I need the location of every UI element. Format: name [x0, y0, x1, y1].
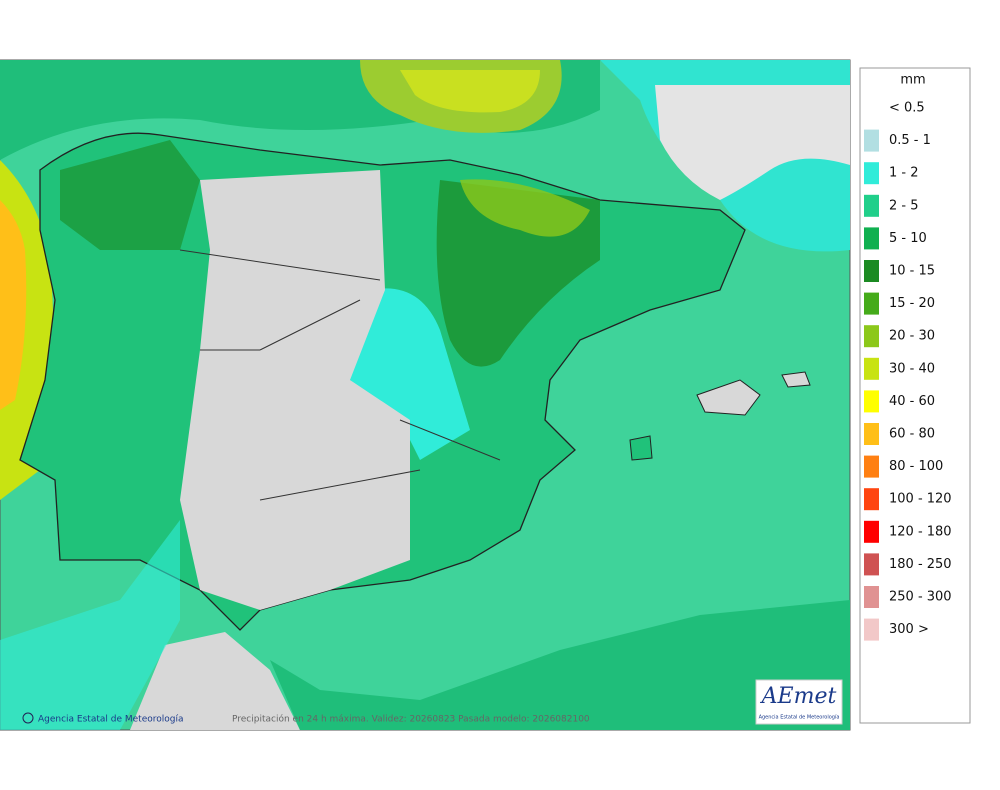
- legend-label: 2 - 5: [889, 198, 919, 213]
- legend-label: 10 - 15: [889, 264, 935, 279]
- legend-label: 1 - 2: [889, 166, 919, 181]
- legend-swatch: [864, 390, 879, 413]
- legend-label: 100 - 120: [889, 492, 952, 507]
- precip-africa: [270, 600, 850, 730]
- legend-swatch: [864, 586, 879, 608]
- legend-label: 20 - 30: [889, 329, 935, 344]
- legend-swatch: [864, 129, 879, 152]
- legend-swatch: [864, 520, 879, 543]
- legend-label: 15 - 20: [889, 296, 935, 311]
- borders: [179, 249, 501, 501]
- dry-interior: [180, 170, 410, 610]
- legend-swatch: [864, 194, 879, 217]
- precip-pyrenees: [460, 179, 590, 237]
- legend-title: mm: [900, 73, 925, 88]
- legend-label: 300 >: [889, 622, 929, 637]
- legend-label: 250 - 300: [889, 590, 952, 605]
- island-ibiza: [629, 435, 653, 461]
- legend-swatch: [864, 325, 879, 348]
- legend-swatch: [864, 488, 879, 511]
- land-france: [655, 85, 850, 200]
- legend-label: 40 - 60: [889, 394, 935, 409]
- legend-label: 5 - 10: [889, 231, 927, 246]
- map: Agencia Estatal de Meteorología Precipit…: [0, 59, 851, 731]
- legend-swatch: [864, 618, 879, 641]
- legend-label: 120 - 180: [889, 524, 952, 539]
- island-mallorca: [696, 379, 761, 416]
- legend-swatch: [864, 423, 879, 445]
- legend-swatch: [864, 553, 879, 576]
- legend-swatch: [864, 357, 879, 380]
- precip-cadiz: [0, 520, 180, 730]
- legend-swatch: [864, 227, 879, 250]
- legend-swatch: [864, 455, 879, 478]
- island-menorca: [781, 371, 811, 388]
- precip-west-core: [0, 200, 27, 410]
- precip-galicia: [60, 140, 200, 250]
- legend-label: 30 - 40: [889, 361, 935, 376]
- credit: Agencia Estatal de Meteorología: [38, 715, 184, 725]
- logo-box: [755, 679, 843, 725]
- legend-label: < 0.5: [889, 101, 925, 116]
- legend-swatch: [864, 162, 879, 185]
- land-africa-west: [130, 632, 300, 730]
- legend-swatch: [864, 292, 879, 315]
- legend: mm < 0.5 0.5 - 1 1 - 2 2 - 5 5 - 10 10 - 15 15…: [859, 67, 971, 724]
- legend-label: 180 - 250: [889, 557, 952, 572]
- logo: AEmet: [760, 684, 837, 709]
- legend-label: 0.5 - 1: [889, 133, 931, 148]
- legend-label: 80 - 100: [889, 459, 943, 474]
- legend-swatch: [864, 97, 879, 119]
- copyright-icon: [22, 712, 34, 724]
- precip-iberian: [350, 288, 470, 460]
- legend-label: 60 - 80: [889, 427, 935, 442]
- precip-north-core: [400, 70, 540, 113]
- legend-swatch: [864, 260, 879, 282]
- caption: Precipitación en 24 h máxima. Validez: 2…: [232, 714, 590, 725]
- logo-subtitle: Agencia Estatal de Meteorología: [759, 714, 840, 721]
